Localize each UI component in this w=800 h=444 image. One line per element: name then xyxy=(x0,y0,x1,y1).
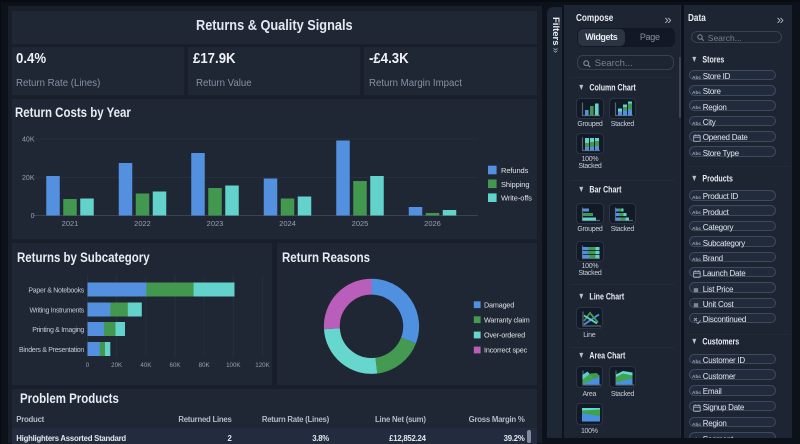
svg-text:Binders & Presentation: Binders & Presentation xyxy=(19,347,84,354)
svg-text:Damaged: Damaged xyxy=(484,300,514,309)
svg-text:20K: 20K xyxy=(22,175,35,182)
svg-text:Abc: Abc xyxy=(692,374,701,380)
svg-text:Refunds: Refunds xyxy=(501,166,529,175)
svg-text:60K: 60K xyxy=(170,362,182,369)
svg-text:0: 0 xyxy=(31,213,35,220)
svg-text:20K: 20K xyxy=(111,362,123,369)
svg-text:Paper & Notebooks: Paper & Notebooks xyxy=(28,287,84,294)
svg-text:2023: 2023 xyxy=(207,219,224,228)
svg-text:Abc: Abc xyxy=(692,390,701,396)
svg-text:2022: 2022 xyxy=(134,219,151,228)
svg-text:Warranty claim: Warranty claim xyxy=(484,315,530,324)
svg-text:Abc: Abc xyxy=(692,151,701,157)
svg-text:Abc: Abc xyxy=(692,105,701,111)
svg-text:100K: 100K xyxy=(226,362,241,369)
svg-text:80K: 80K xyxy=(199,362,211,369)
svg-text:Printing & Imaging: Printing & Imaging xyxy=(32,327,84,334)
svg-text:Abc: Abc xyxy=(692,121,701,127)
svg-text:2024: 2024 xyxy=(279,219,296,228)
svg-text:Abc: Abc xyxy=(692,359,701,365)
svg-text:2021: 2021 xyxy=(62,219,79,228)
svg-text:40K: 40K xyxy=(22,137,35,144)
svg-text:0: 0 xyxy=(86,362,90,369)
svg-text:Abc: Abc xyxy=(692,437,701,438)
svg-text:2026: 2026 xyxy=(424,219,441,228)
svg-text:Abc: Abc xyxy=(692,210,701,216)
svg-text:Shipping: Shipping xyxy=(501,180,529,189)
svg-text:Write-offs: Write-offs xyxy=(501,194,532,203)
svg-text:120K: 120K xyxy=(255,362,270,369)
svg-text:Abc: Abc xyxy=(692,195,701,201)
svg-text:40K: 40K xyxy=(140,362,152,369)
svg-text:Abc: Abc xyxy=(692,90,701,96)
svg-text:Incorrect spec: Incorrect spec xyxy=(484,345,528,354)
svg-text:Abc: Abc xyxy=(692,226,701,232)
svg-text:Abc: Abc xyxy=(692,241,701,247)
svg-text:Abc: Abc xyxy=(692,257,701,263)
svg-text:2025: 2025 xyxy=(352,219,369,228)
svg-text:Abc: Abc xyxy=(692,75,701,81)
svg-text:Abc: Abc xyxy=(692,422,701,428)
svg-text:Over-ordered: Over-ordered xyxy=(484,330,525,339)
svg-text:Writing Instruments: Writing Instruments xyxy=(30,307,85,314)
